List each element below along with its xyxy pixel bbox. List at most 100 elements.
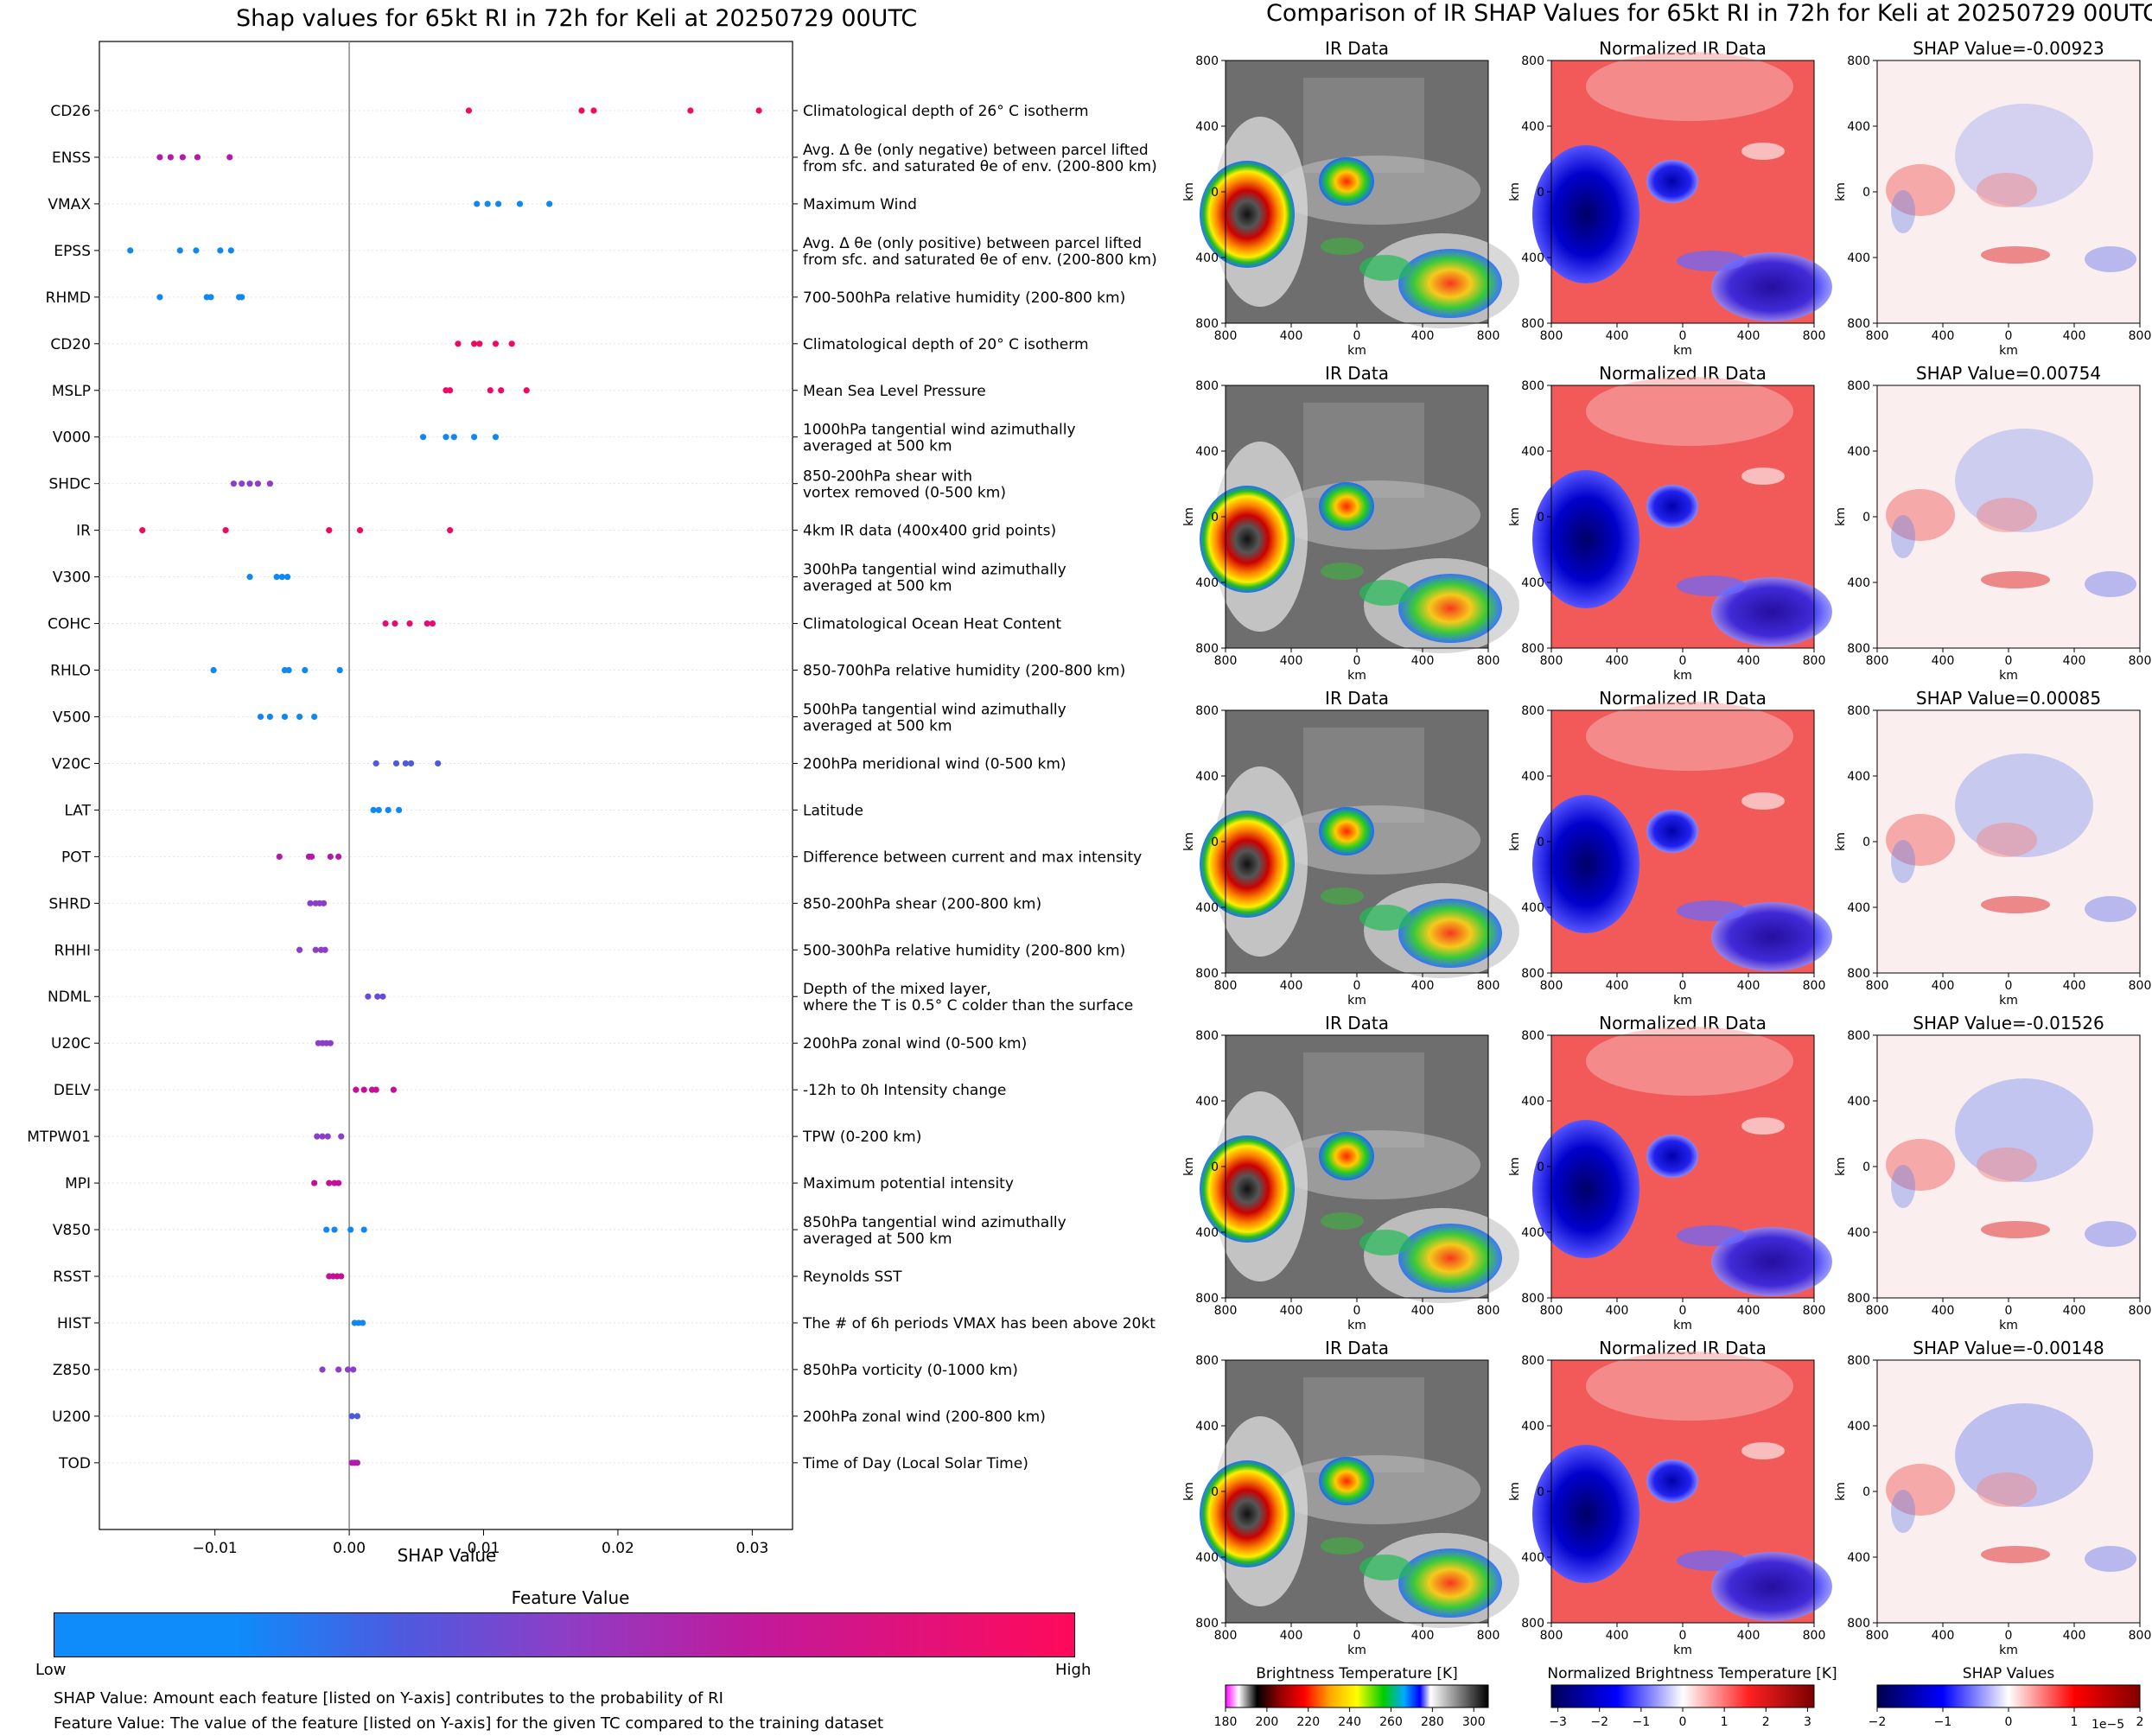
panel-row2-col2: Normalized IR Data8008004004000040040080… bbox=[1508, 363, 1832, 683]
x-tick-label: 400 bbox=[1280, 654, 1303, 668]
x-tick-label: 0 bbox=[1353, 329, 1361, 343]
feature-desc-v20c: 200hPa meridional wind (0-500 km) bbox=[803, 755, 1066, 773]
x-tick-label: 400 bbox=[1606, 329, 1629, 343]
shap-point-rhlo bbox=[302, 666, 309, 674]
feature-desc-tod: Time of Day (Local Solar Time) bbox=[802, 1455, 1028, 1472]
y-tick-label: 400 bbox=[1847, 1226, 1870, 1240]
x-tick-label: 400 bbox=[1737, 979, 1760, 993]
shap-point-v850 bbox=[360, 1226, 367, 1233]
shap-point-epss bbox=[227, 247, 234, 254]
feature-desc-pot: Difference between current and max inten… bbox=[803, 849, 1142, 866]
y-tick-label: 800 bbox=[1847, 1029, 1870, 1043]
shap-point-cd26 bbox=[687, 107, 694, 114]
shap-point-v500 bbox=[257, 713, 264, 721]
y-tick-label: 800 bbox=[1195, 1292, 1219, 1306]
shap-point-cd26 bbox=[590, 107, 597, 114]
x-tick-label: 800 bbox=[1477, 654, 1500, 668]
shap-point-v000 bbox=[450, 434, 457, 441]
y-tick-label: 800 bbox=[1521, 54, 1544, 68]
x-axis-unit: km bbox=[1673, 1644, 1692, 1657]
feature-desc-rsst: Reynolds SST bbox=[803, 1269, 902, 1286]
x-tick-label: 800 bbox=[1214, 1304, 1238, 1318]
y-axis-unit: km bbox=[1508, 507, 1522, 526]
shap-point-shdc bbox=[266, 480, 273, 487]
y-tick-label: 0 bbox=[1862, 511, 1870, 525]
convective-cell bbox=[1319, 482, 1374, 531]
panel-row3-col3: SHAP Value=0.000858008004004000040040080… bbox=[1834, 688, 2151, 1008]
feature-desc-v000: 1000hPa tangential wind azimuthally bbox=[803, 422, 1076, 439]
positive-region bbox=[1981, 571, 2050, 588]
feature-desc-cd20: Climatological depth of 20° C isotherm bbox=[803, 336, 1089, 353]
shap-point-pot bbox=[327, 853, 334, 860]
panel-row4-col2: Normalized IR Data8008004004000040040080… bbox=[1508, 1013, 1832, 1332]
shap-point-epss bbox=[193, 247, 200, 254]
brightness-colorbar-label: Brightness Temperature [K] bbox=[1256, 1665, 1458, 1682]
shap-point-enss bbox=[156, 154, 163, 161]
shap-point-cohc bbox=[382, 620, 389, 627]
shap-point-pot bbox=[335, 853, 342, 860]
feature-name-mtpw01: MTPW01 bbox=[27, 1129, 91, 1146]
y-tick-label: 0 bbox=[1862, 836, 1870, 849]
shap-point-cd20 bbox=[455, 340, 462, 347]
convective-cell bbox=[1398, 1224, 1502, 1293]
shap-point-cohc bbox=[406, 620, 413, 627]
y-tick-label: 0 bbox=[1537, 836, 1544, 849]
shap-point-rhmd bbox=[207, 294, 214, 301]
panel-title: SHAP Value=-0.01526 bbox=[1913, 1013, 2104, 1033]
y-tick-label: 800 bbox=[1195, 379, 1219, 393]
shap-point-ndml bbox=[374, 993, 381, 1000]
shap-point-shdc bbox=[246, 480, 253, 487]
x-tick-label: 0.01 bbox=[468, 1540, 500, 1557]
x-tick-label: 0 bbox=[2005, 1629, 2013, 1643]
convective-cell bbox=[1711, 1552, 1832, 1621]
x-axis-unit: km bbox=[1673, 669, 1692, 683]
x-tick-label: 800 bbox=[1540, 329, 1563, 343]
x-tick-label: 400 bbox=[1737, 1629, 1760, 1643]
storm-core bbox=[1200, 811, 1295, 918]
x-tick-label: −0.01 bbox=[193, 1540, 238, 1557]
shap-point-delv bbox=[372, 1086, 379, 1093]
feature-desc-vmax: Maximum Wind bbox=[803, 196, 917, 213]
x-tick-label: 800 bbox=[1540, 1629, 1563, 1643]
y-tick-label: 800 bbox=[1847, 1292, 1870, 1306]
y-tick-label: 800 bbox=[1847, 642, 1870, 656]
x-tick-label: 800 bbox=[2129, 979, 2152, 993]
shap-point-shrd bbox=[307, 900, 314, 906]
x-tick-label: 400 bbox=[1606, 1304, 1629, 1318]
x-tick-label: 0.03 bbox=[735, 1540, 768, 1557]
feature-desc-v500: 500hPa tangential wind azimuthally bbox=[803, 701, 1066, 718]
x-axis-unit: km bbox=[1347, 994, 1366, 1008]
shap-point-ir bbox=[356, 527, 364, 534]
storm-core bbox=[1532, 145, 1639, 283]
panel-row1-col2: Normalized IR Data8008004004000040040080… bbox=[1508, 38, 1832, 358]
storm-core bbox=[1532, 1120, 1639, 1258]
shap-point-enss bbox=[179, 154, 186, 161]
shap-point-v000 bbox=[442, 434, 449, 441]
feature-name-cohc: COHC bbox=[48, 616, 91, 633]
y-tick-label: 0 bbox=[1537, 186, 1544, 200]
panel-title: SHAP Value=0.00754 bbox=[1916, 363, 2101, 384]
shap-point-u200 bbox=[353, 1413, 361, 1420]
x-tick-label: 800 bbox=[1477, 329, 1500, 343]
x-tick-label: 800 bbox=[1866, 329, 1889, 343]
shap-point-z850 bbox=[319, 1366, 326, 1373]
y-tick-label: 400 bbox=[1521, 1551, 1544, 1565]
shap-point-enss bbox=[194, 154, 201, 161]
x-axis-unit: km bbox=[1673, 1319, 1692, 1332]
y-axis-unit: km bbox=[1508, 182, 1522, 201]
x-tick-label: 400 bbox=[1411, 1629, 1435, 1643]
colorbar-gradient bbox=[1550, 1684, 1815, 1708]
panel-title: IR Data bbox=[1325, 363, 1389, 384]
positive-region bbox=[1886, 489, 1955, 541]
y-tick-label: 400 bbox=[1847, 770, 1870, 784]
colorbar-tick-label: −2 bbox=[1869, 1715, 1887, 1729]
shap-point-u200 bbox=[348, 1413, 355, 1420]
feature-name-v300: V300 bbox=[53, 569, 91, 587]
colorbar-tick-label: −1 bbox=[1633, 1715, 1651, 1729]
feature-name-rsst: RSST bbox=[53, 1269, 91, 1286]
y-tick-label: 800 bbox=[1195, 967, 1219, 981]
y-tick-label: 400 bbox=[1521, 1095, 1544, 1109]
shap-point-delv bbox=[353, 1086, 360, 1093]
shap-point-mpi bbox=[335, 1180, 342, 1186]
y-tick-label: 400 bbox=[1847, 1551, 1870, 1565]
